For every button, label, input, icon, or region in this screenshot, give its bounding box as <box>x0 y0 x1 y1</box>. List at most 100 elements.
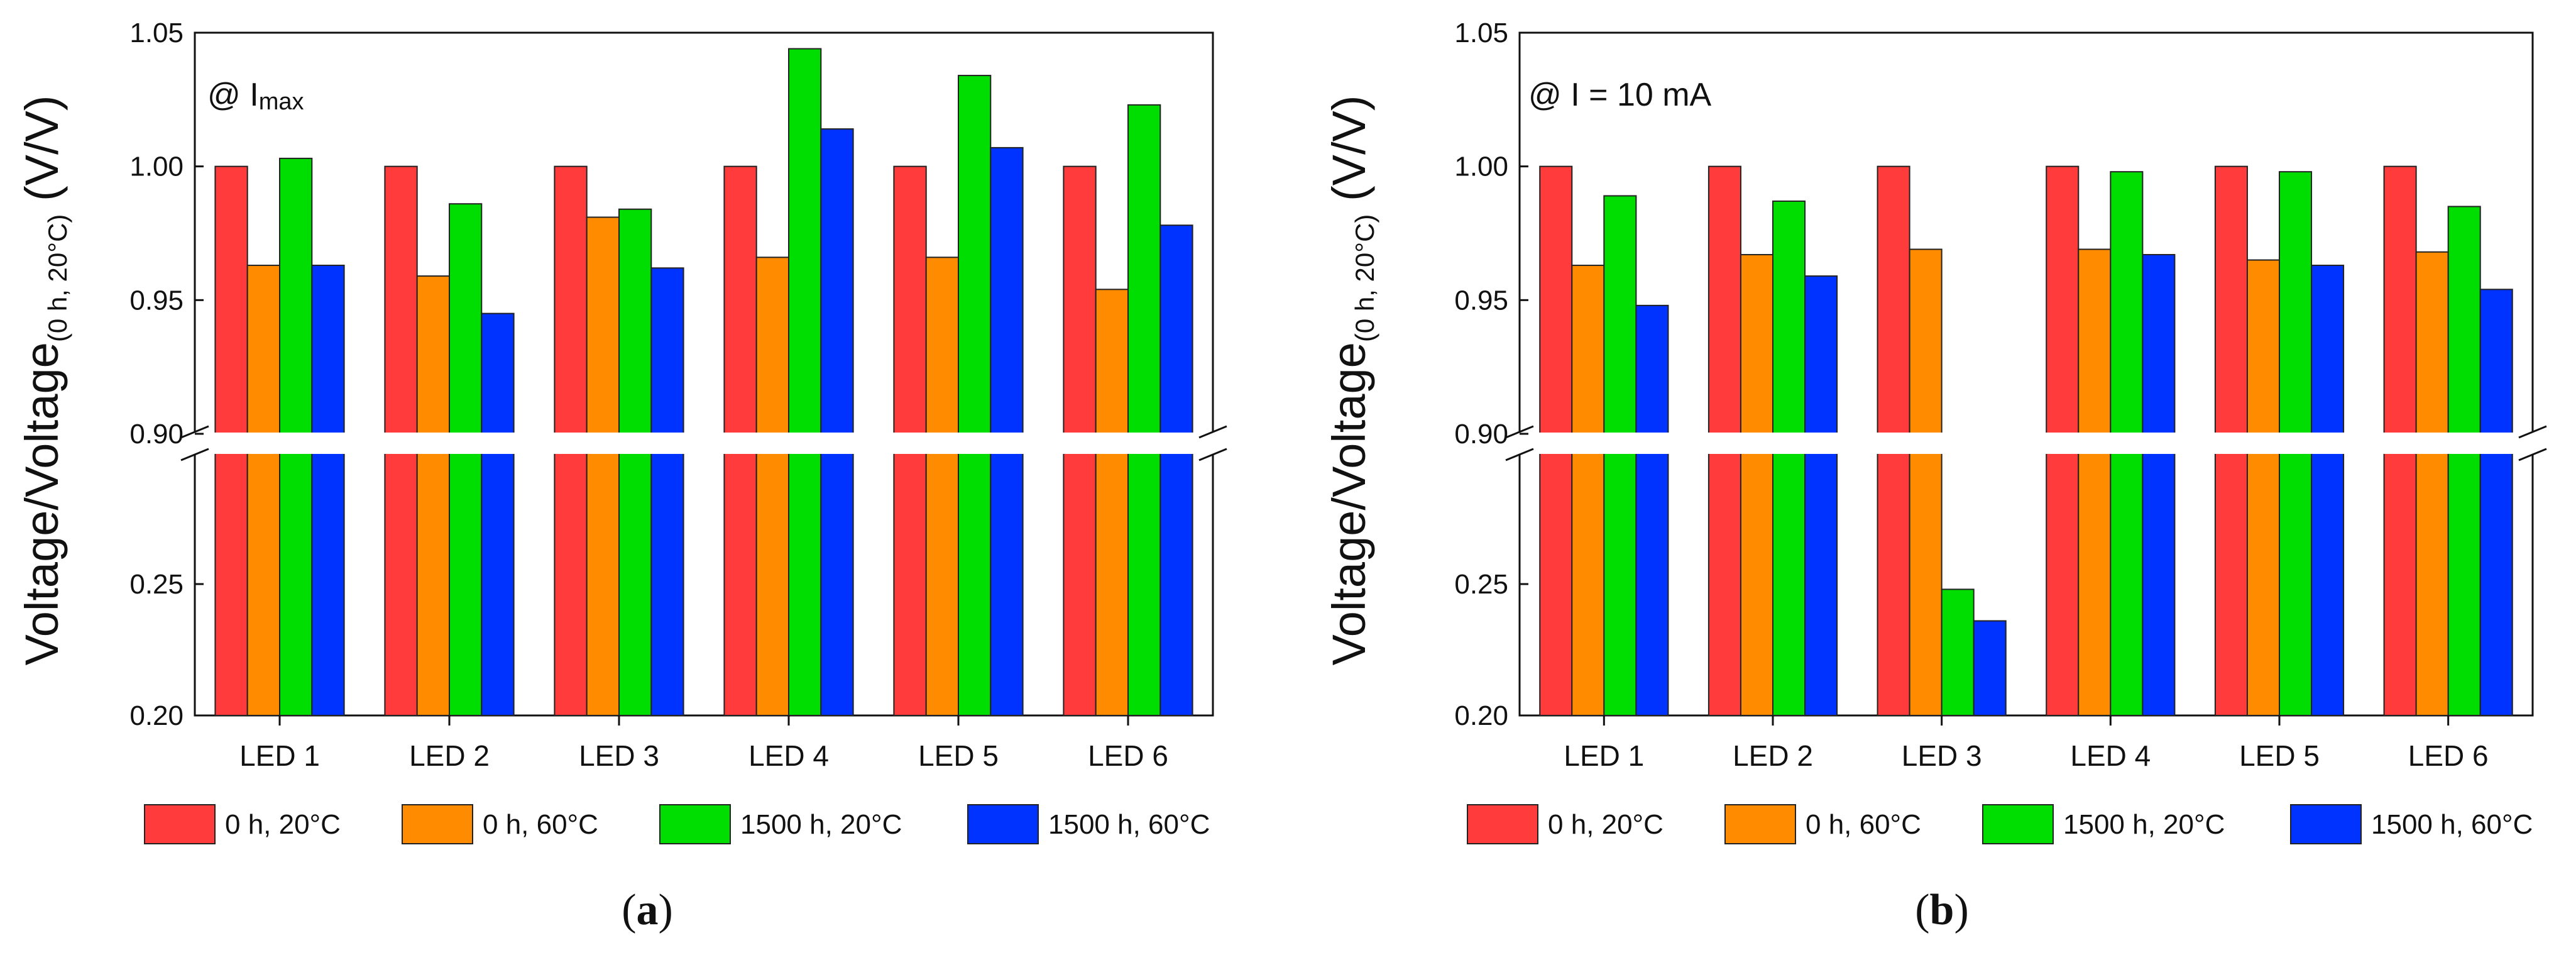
bar-led-2-series-4 <box>481 312 515 717</box>
axis-break-mark-left-bottom <box>180 448 209 461</box>
condition-annotation-main: @ I <box>207 77 259 113</box>
y-tick-label: 1.00 <box>1454 152 1508 182</box>
x-category-label: LED 5 <box>918 739 999 772</box>
legend-swatch <box>1724 804 1796 844</box>
y-tick-label: 0.20 <box>1454 700 1508 731</box>
bar-led-3-series-2 <box>586 216 620 717</box>
y-axis-title-main: Voltage/Voltage <box>1323 342 1375 665</box>
axis-break-mark-left-top <box>180 425 209 439</box>
y-axis-title-subscript: (0 h, 20°C) <box>43 214 72 343</box>
bar-led-4-series-4 <box>820 128 854 716</box>
bar-led-2-series-2 <box>1740 254 1774 716</box>
panel-label-letter: a <box>637 886 659 934</box>
bar-led-6-series-4 <box>2479 289 2513 716</box>
y-axis-title-subscript: (0 h, 20°C) <box>1350 214 1379 343</box>
legend-swatch <box>2290 804 2362 844</box>
legend-swatch <box>402 804 473 844</box>
x-category-label: LED 6 <box>1088 739 1168 772</box>
plot-frame <box>194 31 1214 717</box>
axis-break-mark-right-top <box>2518 425 2547 439</box>
legend-label: 0 h, 20°C <box>1548 809 1663 840</box>
legend-swatch <box>1982 804 2054 844</box>
panel-a: 1.05 1.00 0.95 0.90 0.25 0.20 LED 1 LED 2 LED 3 L… <box>16 18 1234 934</box>
bar-led-2-series-3 <box>449 203 483 717</box>
plot-frame <box>1518 31 2534 717</box>
bar-led-1-series-2 <box>246 265 281 717</box>
x-category-label: LED 3 <box>579 739 659 772</box>
bar-led-6-series-4 <box>1159 224 1193 716</box>
bar-led-3-series-3 <box>618 208 652 717</box>
y-tick-label: 1.05 <box>129 18 184 48</box>
y-tick-label: 0.90 <box>1454 419 1508 450</box>
axis-break-mark-right-top <box>1198 425 1227 439</box>
bar-led-4-series-2 <box>755 257 789 716</box>
y-tick-label: 1.00 <box>129 152 184 182</box>
x-category-label: LED 2 <box>1733 739 1813 772</box>
y-tick-label: 1.05 <box>1454 18 1508 48</box>
bar-led-2-series-3 <box>1772 200 1806 716</box>
axis-break-gap <box>1498 433 2554 454</box>
x-category-label: LED 2 <box>409 739 490 772</box>
axis-break-mark-left-bottom <box>1505 448 1534 461</box>
panel-label-close: ) <box>659 886 673 934</box>
x-category-label: LED 1 <box>1564 739 1644 772</box>
x-category-label: LED 1 <box>239 739 320 772</box>
bar-led-3-series-4 <box>650 267 684 716</box>
bar-led-5-series-2 <box>925 257 959 716</box>
y-axis-title-unit: (V/V) <box>16 95 68 214</box>
bar-led-6-series-2 <box>1095 289 1129 716</box>
panel-label-close: ) <box>1954 886 1968 934</box>
bar-led-5-series-2 <box>2246 259 2281 716</box>
y-tick-label: 0.25 <box>1454 569 1508 600</box>
bar-led-5-series-4 <box>990 146 1024 717</box>
legend-label: 0 h, 60°C <box>1806 809 1921 840</box>
y-tick-label: 0.90 <box>129 419 184 450</box>
legend-swatch <box>144 804 216 844</box>
legend-label: 1500 h, 20°C <box>2063 809 2225 840</box>
axis-break-mark-right-bottom <box>2518 448 2547 461</box>
bar-led-6-series-3 <box>2447 206 2481 716</box>
y-tick-label: 0.25 <box>129 569 184 600</box>
bar-led-6-series-3 <box>1127 104 1161 716</box>
axis-break-mark-right-bottom <box>1198 448 1227 461</box>
condition-annotation: @ Imax <box>207 77 304 115</box>
panel-label-open: ( <box>622 886 636 934</box>
x-category-label: LED 3 <box>1902 739 1982 772</box>
bar-led-5-series-4 <box>2311 265 2345 717</box>
panel-label-letter: b <box>1930 886 1954 934</box>
panel-label-open: ( <box>1915 886 1929 934</box>
legend-label: 0 h, 60°C <box>483 809 598 840</box>
bar-led-6-series-2 <box>2415 251 2449 717</box>
x-category-label: LED 5 <box>2239 739 2320 772</box>
legend-swatch <box>659 804 731 844</box>
bar-led-1-series-3 <box>1603 195 1637 717</box>
bar-led-3-series-3 <box>1941 588 1975 716</box>
bar-led-1-series-2 <box>1571 265 1605 717</box>
bar-led-4-series-2 <box>2078 248 2112 716</box>
y-tick-label: 0.20 <box>129 700 184 731</box>
panel-label: (a) <box>622 886 673 934</box>
bar-led-3-series-4 <box>1973 620 2007 717</box>
legend-swatch <box>967 804 1039 844</box>
y-axis-title-unit: (V/V) <box>1323 95 1375 214</box>
panel-label: (b) <box>1915 886 1969 934</box>
legend-label: 0 h, 20°C <box>225 809 341 840</box>
condition-annotation-main: @ I = 10 mA <box>1528 77 1712 113</box>
x-category-label: LED 4 <box>2070 739 2151 772</box>
legend-swatch <box>1467 804 1538 844</box>
bar-led-4-series-3 <box>788 48 822 716</box>
panel-b: 1.05 1.00 0.95 0.90 0.25 0.20 LED 1 LED 2 LED 3 L… <box>1323 18 2554 934</box>
legend-label: 1500 h, 20°C <box>740 809 902 840</box>
x-category-label: LED 4 <box>748 739 829 772</box>
y-tick-label: 0.95 <box>129 285 184 316</box>
bar-led-5-series-3 <box>958 75 992 716</box>
bar-led-1-series-4 <box>1635 304 1669 716</box>
condition-annotation: @ I = 10 mA <box>1528 77 1712 113</box>
y-axis-title: Voltage/Voltage(0 h, 20°C) (V/V) <box>16 95 72 665</box>
y-axis-title-main: Voltage/Voltage <box>16 342 68 665</box>
axis-break-mark-left-top <box>1505 425 1534 439</box>
bar-led-4-series-4 <box>2142 254 2176 716</box>
bar-led-3-series-2 <box>1909 248 1943 716</box>
bar-led-2-series-4 <box>1804 275 1838 716</box>
